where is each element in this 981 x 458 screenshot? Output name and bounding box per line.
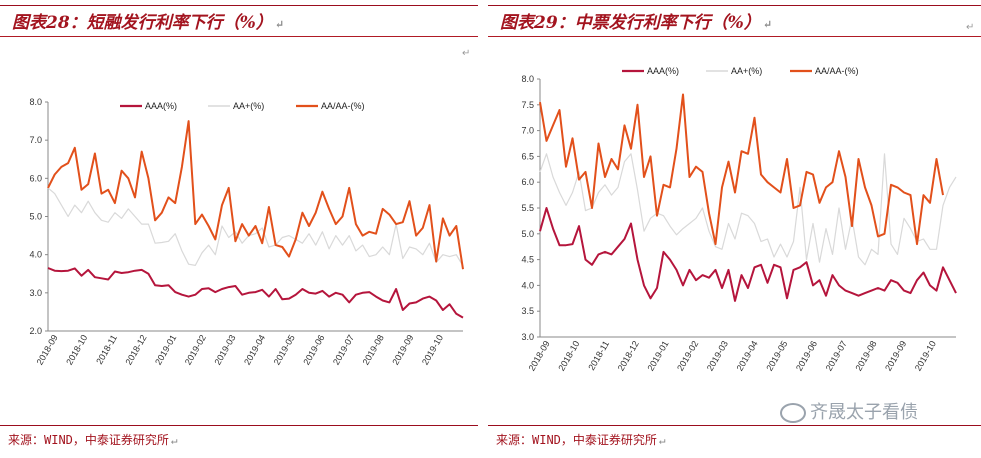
anchor-mark: ↵ — [462, 48, 471, 59]
legend-label: AAA(%) — [145, 101, 177, 111]
y-tick-label: 3.0 — [521, 332, 534, 342]
y-tick-label: 6.0 — [521, 177, 534, 187]
return-mark: ↵ — [762, 18, 773, 31]
x-tick-label: 2019-10 — [913, 339, 938, 373]
legend-label: AAA(%) — [647, 66, 679, 76]
x-tick-label: 2018-10 — [556, 339, 581, 373]
x-tick-label: 2018-11 — [94, 333, 119, 366]
chart-title: 图表29：中票发行利率下行（%） ↵ — [500, 13, 773, 33]
line-chart-medium-term-notes: 3.0 3.5 4.0 4.5 5.0 5.5 6.0 6.5 7.0 7.5 8.0 2018-09… — [521, 66, 957, 373]
series-line-2 — [539, 93, 944, 246]
anchor-mark: ↵ — [966, 22, 975, 33]
series-line-0 — [47, 267, 464, 319]
y-tick-label: 7.5 — [521, 100, 534, 110]
legend-label: AA/AA-(%) — [321, 101, 365, 111]
wechat-icon — [780, 403, 806, 423]
x-tick-label: 2018-09 — [527, 339, 552, 373]
y-tick-label: 3.5 — [521, 306, 534, 316]
y-tick-label: 5.5 — [521, 203, 534, 213]
y-tick-label: 5.0 — [521, 229, 534, 239]
x-tick-label: 2019-04 — [242, 333, 267, 367]
x-tick-label: 2018-09 — [35, 333, 60, 367]
series-line-0 — [539, 207, 957, 302]
x-tick-label: 2019-08 — [853, 339, 878, 373]
x-tick-label: 2019-02 — [675, 339, 700, 373]
panel-short-term-notes: 图表28：短融发行利率下行（%） ↵ ↵ 2.0 3.0 4.0 5.0 6.0 7.0 8.… — [0, 0, 478, 458]
series-line-1 — [47, 187, 464, 267]
top-rule — [488, 5, 981, 6]
y-tick-label: 6.5 — [521, 151, 534, 161]
x-tick-label: 2019-06 — [301, 333, 326, 367]
x-tick-label: 2019-10 — [420, 333, 445, 367]
watermark: 齐晟太子看债 — [780, 398, 918, 424]
title-rule — [488, 36, 981, 37]
x-tick-label: 2019-02 — [183, 333, 208, 367]
x-tick-label: 2019-07 — [331, 333, 356, 367]
x-tick-label: 2019-04 — [735, 339, 760, 373]
x-tick-label: 2019-03 — [705, 339, 730, 373]
return-mark: ↵ — [274, 18, 285, 31]
y-tick-label: 7.0 — [521, 126, 534, 136]
x-tick-label: 2019-09 — [390, 333, 415, 367]
x-tick-label: 2019-06 — [794, 339, 819, 373]
x-tick-label: 2018-12 — [616, 339, 641, 373]
legend-label: AA/AA-(%) — [815, 66, 859, 76]
panel-medium-term-notes: 图表29：中票发行利率下行（%） ↵ ↵ 3.0 3.5 4.0 4.5 5.0 5.5 6.… — [488, 0, 981, 458]
y-tick-label: 8.0 — [521, 74, 534, 84]
title-rule — [0, 36, 478, 37]
x-tick-label: 2019-01 — [645, 339, 670, 373]
x-tick-label: 2019-05 — [272, 333, 297, 367]
bottom-rule — [488, 425, 981, 426]
y-tick-label: 8.0 — [29, 97, 42, 107]
y-tick-label: 4.0 — [521, 280, 534, 290]
x-tick-label: 2019-05 — [764, 339, 789, 373]
x-tick-label: 2019-01 — [153, 333, 178, 367]
y-tick-label: 3.0 — [29, 288, 42, 298]
x-tick-label: 2019-09 — [883, 339, 908, 373]
y-tick-label: 6.0 — [29, 173, 42, 183]
x-tick-label: 2018-11 — [586, 339, 611, 372]
y-tick-label: 5.0 — [29, 212, 42, 222]
x-tick-label: 2019-07 — [824, 339, 849, 373]
legend-label: AA+(%) — [731, 66, 762, 76]
y-tick-label: 4.5 — [521, 255, 534, 265]
x-tick-label: 2018-12 — [123, 333, 148, 367]
legend-label: AA+(%) — [233, 101, 264, 111]
y-tick-label: 7.0 — [29, 135, 42, 145]
chart-title: 图表28：短融发行利率下行（%） ↵ — [12, 13, 285, 33]
bottom-rule — [0, 425, 478, 426]
series-line-2 — [47, 120, 464, 270]
source-note: 来源：WIND，中泰证券研究所 ↵ — [496, 433, 666, 447]
series-line-1 — [539, 153, 957, 266]
y-tick-label: 4.0 — [29, 250, 42, 260]
source-note: 来源：WIND，中泰证券研究所 ↵ — [8, 433, 178, 447]
y-tick-label: 2.0 — [29, 326, 42, 336]
x-tick-label: 2019-03 — [212, 333, 237, 367]
top-rule — [0, 5, 478, 6]
x-tick-label: 2018-10 — [64, 333, 89, 367]
x-tick-label: 2019-08 — [361, 333, 386, 367]
